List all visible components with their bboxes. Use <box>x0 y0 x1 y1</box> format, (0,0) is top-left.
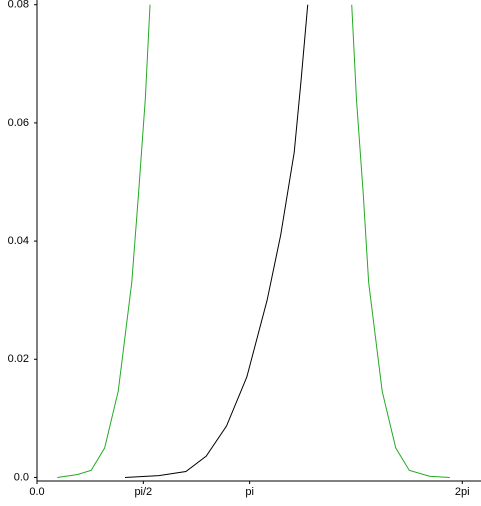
y-tick-label: 0.08 <box>8 0 29 11</box>
x-tick-label: pi <box>245 486 254 498</box>
x-tick-label: pi/2 <box>134 486 152 498</box>
y-tick-label: 0.06 <box>8 117 29 129</box>
x-tick-label: 0.0 <box>29 486 44 498</box>
series-line <box>124 4 309 478</box>
y-tick-label: 0.0 <box>14 471 29 483</box>
y-tick-label: 0.04 <box>8 235 29 247</box>
series-line <box>57 4 450 478</box>
y-tick-label: 0.02 <box>8 353 29 365</box>
x-tick-label: 2pi <box>455 486 470 498</box>
